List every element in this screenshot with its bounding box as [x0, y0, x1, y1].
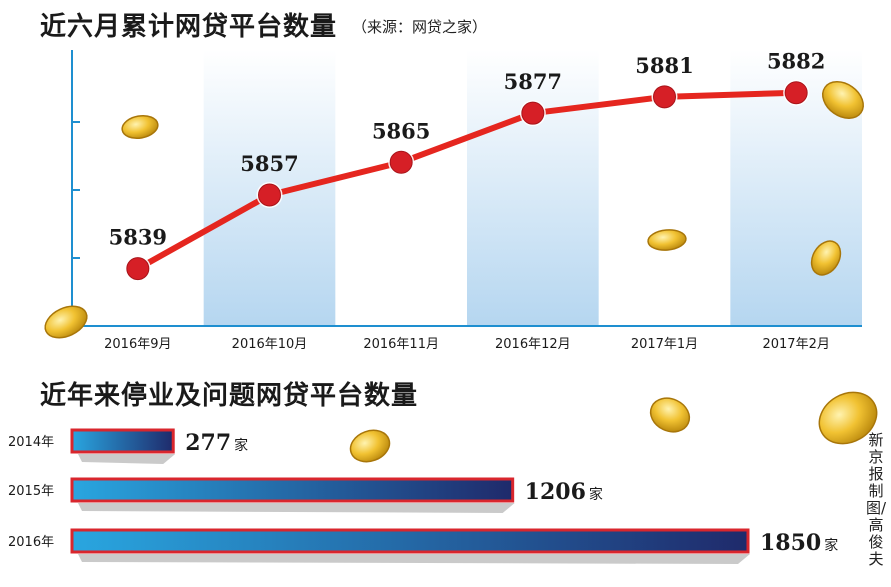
- source-note: （来源：网贷之家）: [352, 18, 488, 36]
- line-chart-title: 近六月累计网贷平台数量: [40, 12, 338, 42]
- data-label: 5877: [504, 69, 562, 94]
- coin-icon: [818, 391, 878, 445]
- coin-icon: [822, 81, 864, 119]
- x-tick-label: 2016年10月: [232, 337, 308, 352]
- column-band: [467, 50, 599, 326]
- x-tick-label: 2017年2月: [762, 337, 829, 352]
- x-tick-label: 2017年1月: [631, 337, 698, 352]
- data-point: [653, 85, 676, 109]
- data-point: [258, 183, 281, 207]
- bar: [70, 477, 515, 503]
- bar-value-label: 1206: [525, 479, 586, 505]
- bar-category-label: 2015年: [8, 484, 54, 499]
- data-label: 5882: [767, 49, 825, 74]
- bar-shadow: [78, 503, 515, 513]
- data-label: 5865: [372, 118, 430, 143]
- bar-shadow: [78, 454, 176, 464]
- x-tick-label: 2016年9月: [104, 337, 171, 352]
- coin-icon: [647, 229, 687, 251]
- series-line: [134, 89, 800, 272]
- coin-icon: [810, 240, 842, 276]
- bar-chart-title: 近年来停业及问题网贷平台数量: [40, 381, 419, 411]
- data-label: 5881: [635, 53, 693, 78]
- x-tick-label: 2016年11月: [363, 337, 439, 352]
- data-point: [389, 150, 413, 174]
- data-point: [126, 257, 150, 281]
- bar-shadow: [78, 554, 750, 564]
- coin-icon: [649, 397, 691, 433]
- credit-note: 新京报制图/高俊夫: [865, 431, 887, 568]
- bar: [70, 528, 750, 554]
- bar-unit-label: 家: [589, 486, 603, 503]
- bar: [70, 428, 175, 454]
- bar-category-label: 2014年: [8, 435, 54, 450]
- bar-value-label: 277: [185, 430, 231, 456]
- bar-unit-label: 家: [824, 537, 838, 554]
- bar-category-label: 2016年: [8, 535, 54, 550]
- coin-icon: [121, 114, 159, 140]
- bar-value-label: 1850: [760, 530, 821, 556]
- data-label: 5839: [109, 225, 167, 250]
- bar-unit-label: 家: [234, 437, 248, 454]
- data-label: 5857: [240, 151, 298, 176]
- data-point: [784, 81, 808, 105]
- coin-icon: [44, 305, 88, 339]
- x-tick-label: 2016年12月: [495, 337, 571, 352]
- data-point: [521, 101, 545, 125]
- coin-icon: [349, 429, 391, 463]
